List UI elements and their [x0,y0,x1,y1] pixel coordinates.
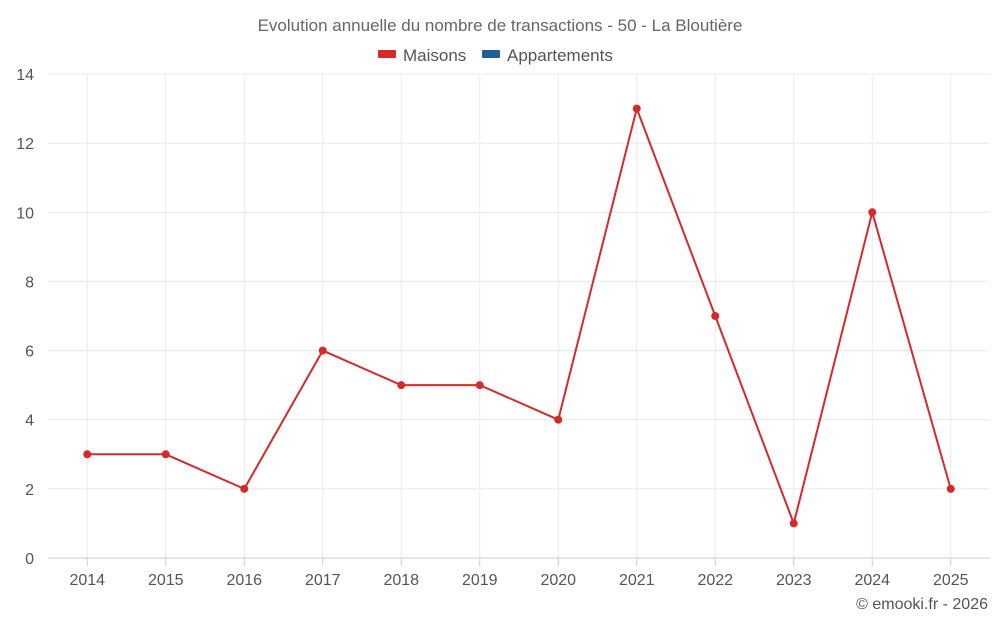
x-tick-label: 2022 [697,572,733,589]
legend: Maisons Appartements [378,46,613,65]
x-tick-label: 2018 [383,572,419,589]
x-tick-label: 2016 [226,572,262,589]
grid [48,73,990,558]
y-axis: 0 2 4 6 8 10 12 14 [16,67,34,568]
x-tick-label: 2023 [776,572,812,589]
data-point-2025[interactable] [946,484,955,493]
series-line-maisons [87,107,952,525]
data-point-2023[interactable] [789,519,798,528]
legend-swatch-maisons [378,50,396,58]
x-tick-label: 2019 [462,572,498,589]
data-point-2015[interactable] [161,450,170,459]
x-tick-label: 2021 [619,572,655,589]
y-tick-label: 0 [25,551,34,568]
data-point-2014[interactable] [83,450,92,459]
series-maisons [83,104,955,528]
chart-title: Evolution annuelle du nombre de transact… [258,16,743,35]
data-point-2018[interactable] [397,381,406,390]
y-tick-label: 4 [25,413,34,430]
data-point-2019[interactable] [475,381,484,390]
y-tick-label: 6 [25,344,34,361]
data-point-2024[interactable] [868,208,877,217]
data-point-2021[interactable] [632,104,641,113]
legend-swatch-appartements [482,50,500,58]
legend-item-maisons[interactable]: Maisons [378,46,466,65]
x-tick-label: 2015 [148,572,184,589]
legend-label-maisons: Maisons [403,46,466,65]
data-point-2016[interactable] [240,484,249,493]
data-point-2022[interactable] [711,312,720,320]
data-point-2017[interactable] [318,346,327,355]
y-tick-label: 8 [25,274,34,291]
credit-text: © emooki.fr - 2026 [856,596,988,613]
legend-item-appartements[interactable]: Appartements [482,46,613,65]
y-tick-label: 10 [16,205,34,222]
x-tick-label: 2020 [540,572,576,589]
x-tick-label: 2025 [933,572,969,589]
x-axis: 2014 2015 2016 2017 2018 2019 2020 2021 2022 2023… [48,557,990,589]
x-tick-label: 2017 [305,572,341,589]
y-tick-label: 2 [25,482,34,499]
legend-label-appartements: Appartements [507,46,613,65]
x-tick-label: 2014 [69,572,105,589]
data-point-2020[interactable] [554,415,563,424]
y-tick-label: 12 [16,136,34,153]
y-tick-label: 14 [16,67,34,84]
x-tick-label: 2024 [854,572,890,589]
